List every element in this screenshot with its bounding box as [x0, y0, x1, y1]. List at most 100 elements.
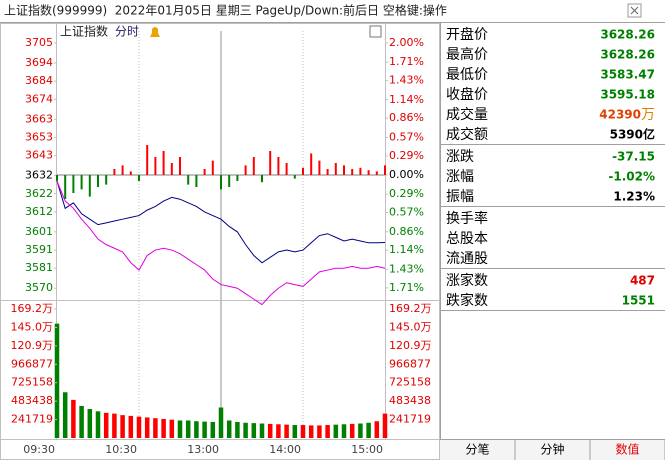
breadth-bar: [72, 175, 75, 193]
breadth-bar: [367, 170, 370, 175]
breadth-bar: [351, 169, 354, 175]
y-tick-label: 120.9万: [389, 339, 432, 352]
quote-label: 最低价: [446, 67, 488, 83]
volume-bar: [128, 415, 134, 438]
breadth-bar: [56, 175, 58, 181]
breadth-bar: [64, 175, 67, 199]
chart-mode[interactable]: 分时: [115, 25, 139, 39]
close-button[interactable]: [627, 3, 642, 18]
y2-tick-label: 1.14%: [389, 243, 424, 256]
breadth-bar: [252, 157, 255, 175]
y-tick-label: 3674: [25, 92, 53, 105]
volume-bar: [177, 420, 183, 438]
panel-icon[interactable]: [369, 25, 382, 38]
volume-bar: [349, 423, 355, 438]
breadth-bar: [244, 165, 247, 175]
volume-bar: [144, 417, 150, 438]
y-tick-label: 3591: [25, 243, 53, 256]
y2-tick-label: 1.71%: [389, 55, 424, 68]
quote-value: 3628.26: [600, 48, 655, 62]
y2-tick-label: 0.57%: [389, 130, 424, 143]
y-tick-label: 3694: [25, 56, 53, 69]
quote-label: 振幅: [446, 189, 474, 205]
x-tick-label: 15:00: [351, 443, 383, 456]
volume-bar: [71, 399, 76, 438]
alert-icon[interactable]: [150, 27, 160, 37]
tab[interactable]: 数值: [615, 442, 639, 457]
volume-bar: [292, 425, 298, 438]
breadth-bar: [170, 163, 173, 175]
y2-tick-label: 0.29%: [389, 187, 424, 200]
quote-value: 3628.26: [600, 28, 655, 42]
volume-bar: [112, 413, 117, 438]
breadth-bar: [195, 175, 198, 187]
quote-label: 成交量: [446, 106, 488, 123]
breadth-bar: [113, 169, 116, 175]
volume-bar: [202, 421, 207, 438]
breadth-bar: [97, 175, 99, 187]
quote-value: 487: [630, 274, 655, 288]
x-tick-label: 10:30: [105, 443, 137, 456]
quote-label: 成交额: [446, 126, 488, 143]
volume-bar: [341, 424, 347, 438]
y2-tick-label: 0.57%: [389, 206, 424, 219]
quote-label: 换手率: [446, 210, 488, 227]
breadth-bar: [80, 175, 83, 190]
volume-bar: [358, 423, 363, 438]
quote-unit: 万: [641, 107, 655, 123]
quote-label: 涨家数: [446, 272, 488, 289]
y-tick-label: 169.2万: [389, 302, 432, 315]
volume-bar: [95, 411, 101, 438]
y-tick-label: 3632: [25, 169, 53, 182]
breadth-bar: [293, 175, 296, 179]
y2-tick-label: 1.14%: [389, 93, 424, 106]
price-line: [56, 180, 386, 306]
y2-tick-label: 0.00%: [389, 168, 424, 181]
y-tick-label: 3643: [25, 149, 53, 162]
title-bar: [0, 0, 665, 22]
y-tick-label: 3570: [25, 281, 53, 294]
y-tick-label: 3622: [25, 187, 53, 200]
breadth-bar: [343, 165, 345, 175]
y-tick-label: 3653: [25, 130, 53, 143]
volume-bar: [136, 416, 142, 438]
quote-value: 1.23%: [613, 190, 655, 204]
y-tick-label: 3663: [25, 112, 53, 125]
volume-bar: [317, 425, 322, 438]
tab[interactable]: 分笔: [465, 442, 489, 457]
y-tick-label: 145.0万: [389, 320, 432, 333]
breadth-bar: [269, 151, 272, 175]
breadth-bar: [187, 175, 190, 185]
y-tick-label: 483438: [389, 394, 431, 407]
breadth-bar: [129, 171, 132, 175]
quote-value: 42390: [599, 108, 641, 122]
tab[interactable]: 分钟: [540, 442, 564, 457]
y-tick-label: 966877: [389, 357, 431, 370]
x-tick-label: 14:00: [269, 443, 301, 456]
volume-bar: [382, 413, 388, 438]
y2-tick-label: 1.43%: [389, 74, 424, 87]
volume-bar: [267, 423, 273, 438]
volume-bar: [153, 418, 158, 438]
breadth-bar: [334, 163, 337, 175]
y-tick-label: 3705: [25, 36, 53, 49]
quote-label: 涨跌: [446, 149, 474, 165]
breadth-bar: [384, 165, 386, 175]
breadth-bar: [375, 171, 378, 175]
volume-bar: [194, 421, 199, 438]
volume-bar: [79, 405, 84, 438]
breadth-bar: [318, 160, 321, 175]
y-tick-label: 169.2万: [11, 302, 54, 315]
breadth-bar: [162, 151, 165, 175]
y-tick-label: 725158: [11, 376, 53, 389]
volume-bar: [276, 424, 281, 438]
quote-value: 3583.47: [600, 68, 655, 82]
y-tick-label: 3684: [25, 74, 53, 87]
chart-name: 上证指数: [60, 24, 108, 39]
quote-label: 总股本: [446, 231, 488, 247]
y2-tick-label: 0.86%: [389, 225, 424, 238]
volume-bar: [218, 407, 224, 438]
breadth-bar: [228, 175, 231, 187]
y-tick-label: 483438: [11, 394, 53, 407]
